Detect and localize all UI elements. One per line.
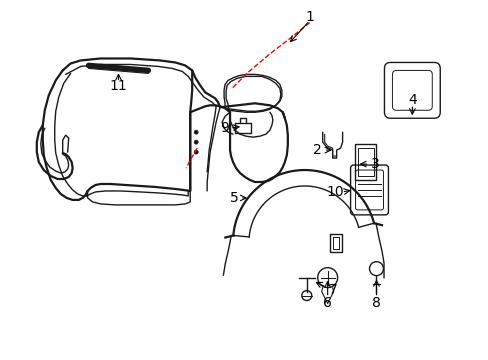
Text: 4: 4 bbox=[407, 93, 416, 107]
Text: 8: 8 bbox=[371, 296, 380, 310]
Circle shape bbox=[194, 150, 198, 154]
Text: 11: 11 bbox=[109, 79, 127, 93]
Bar bbox=[354, 144, 376, 180]
Text: 6: 6 bbox=[323, 296, 331, 310]
Text: 9: 9 bbox=[219, 121, 228, 135]
Text: 2: 2 bbox=[313, 143, 322, 157]
Text: 10: 10 bbox=[326, 185, 344, 199]
Text: 3: 3 bbox=[370, 157, 379, 171]
Circle shape bbox=[194, 140, 198, 144]
Text: 1: 1 bbox=[305, 10, 314, 24]
Text: 5: 5 bbox=[229, 191, 238, 205]
Bar bbox=[357, 148, 373, 176]
Circle shape bbox=[194, 130, 198, 134]
Text: 7: 7 bbox=[328, 283, 337, 297]
